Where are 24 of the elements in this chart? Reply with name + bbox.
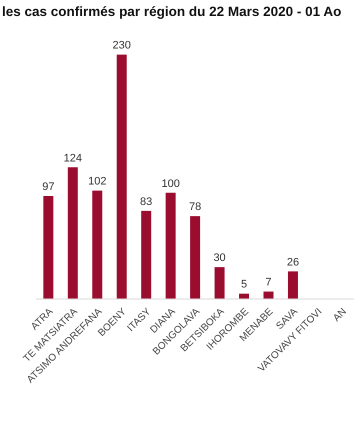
bar [263,292,274,299]
bar [214,267,225,299]
bar [239,294,250,299]
data-label: 230 [112,40,131,52]
data-label: 5 [240,278,248,291]
data-label: 124 [64,152,82,164]
data-label: 97 [42,180,54,193]
data-label: 30 [213,252,226,264]
bar [141,210,152,299]
data-label: 7 [265,276,272,289]
data-label: 100 [161,178,180,190]
bar [288,271,298,299]
bar [68,167,78,299]
data-label: 26 [286,256,300,268]
bar [166,192,176,299]
bar [92,190,102,299]
bar [190,216,200,299]
chart-title: les cas confirmés par région du 22 Mars 2020 - 01 Ao [2,4,342,19]
data-label: 102 [88,176,106,188]
data-label: 78 [188,201,202,214]
data-label: 83 [140,196,152,208]
bar [116,54,127,299]
x-tick-label: AN [331,306,349,324]
bar [43,196,54,299]
